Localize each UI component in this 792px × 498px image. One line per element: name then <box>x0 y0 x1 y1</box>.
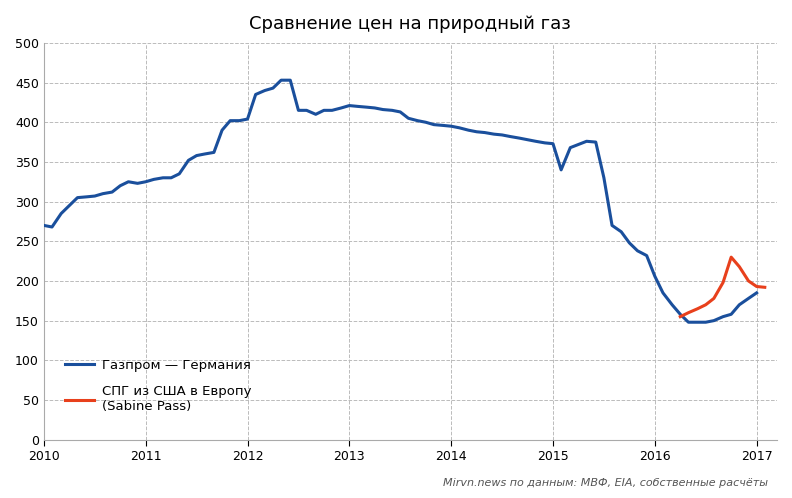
Legend: Газпром — Германия, СПГ из США в Европу
(Sabine Pass): Газпром — Германия, СПГ из США в Европу … <box>65 359 252 413</box>
СПГ из США в Европу
(Sabine Pass) <box>683 310 693 316</box>
СПГ из США в Европу
(Sabine Pass) <box>734 263 744 269</box>
Газпром — Германия <box>683 319 693 325</box>
Газпром — Германия <box>158 175 168 181</box>
Газпром — Германия <box>251 92 261 98</box>
СПГ из США в Европу
(Sabine Pass) <box>760 284 770 290</box>
Газпром — Германия <box>404 116 413 122</box>
Газпром — Германия <box>294 108 303 114</box>
СПГ из США в Европу
(Sabine Pass) <box>726 254 736 260</box>
Line: СПГ из США в Европу
(Sabine Pass): СПГ из США в Европу (Sabine Pass) <box>680 257 765 317</box>
Газпром — Германия <box>260 88 269 94</box>
СПГ из США в Европу
(Sabine Pass) <box>718 279 728 285</box>
СПГ из США в Европу
(Sabine Pass) <box>752 283 761 289</box>
СПГ из США в Европу
(Sabine Pass) <box>701 302 710 308</box>
Газпром — Германия <box>39 223 48 229</box>
СПГ из США в Европу
(Sabine Pass) <box>676 314 685 320</box>
Газпром — Германия <box>752 290 761 296</box>
СПГ из США в Европу
(Sabine Pass) <box>744 278 753 284</box>
СПГ из США в Европу
(Sabine Pass) <box>693 306 703 312</box>
Line: Газпром — Германия: Газпром — Германия <box>44 80 756 322</box>
СПГ из США в Европу
(Sabine Pass) <box>709 295 718 301</box>
Газпром — Германия <box>726 311 736 317</box>
Газпром — Германия <box>276 77 286 83</box>
Text: Mirvn.news по данным: МВФ, EIA, собственные расчёты: Mirvn.news по данным: МВФ, EIA, собствен… <box>444 478 768 488</box>
Title: Сравнение цен на природный газ: Сравнение цен на природный газ <box>249 15 571 33</box>
